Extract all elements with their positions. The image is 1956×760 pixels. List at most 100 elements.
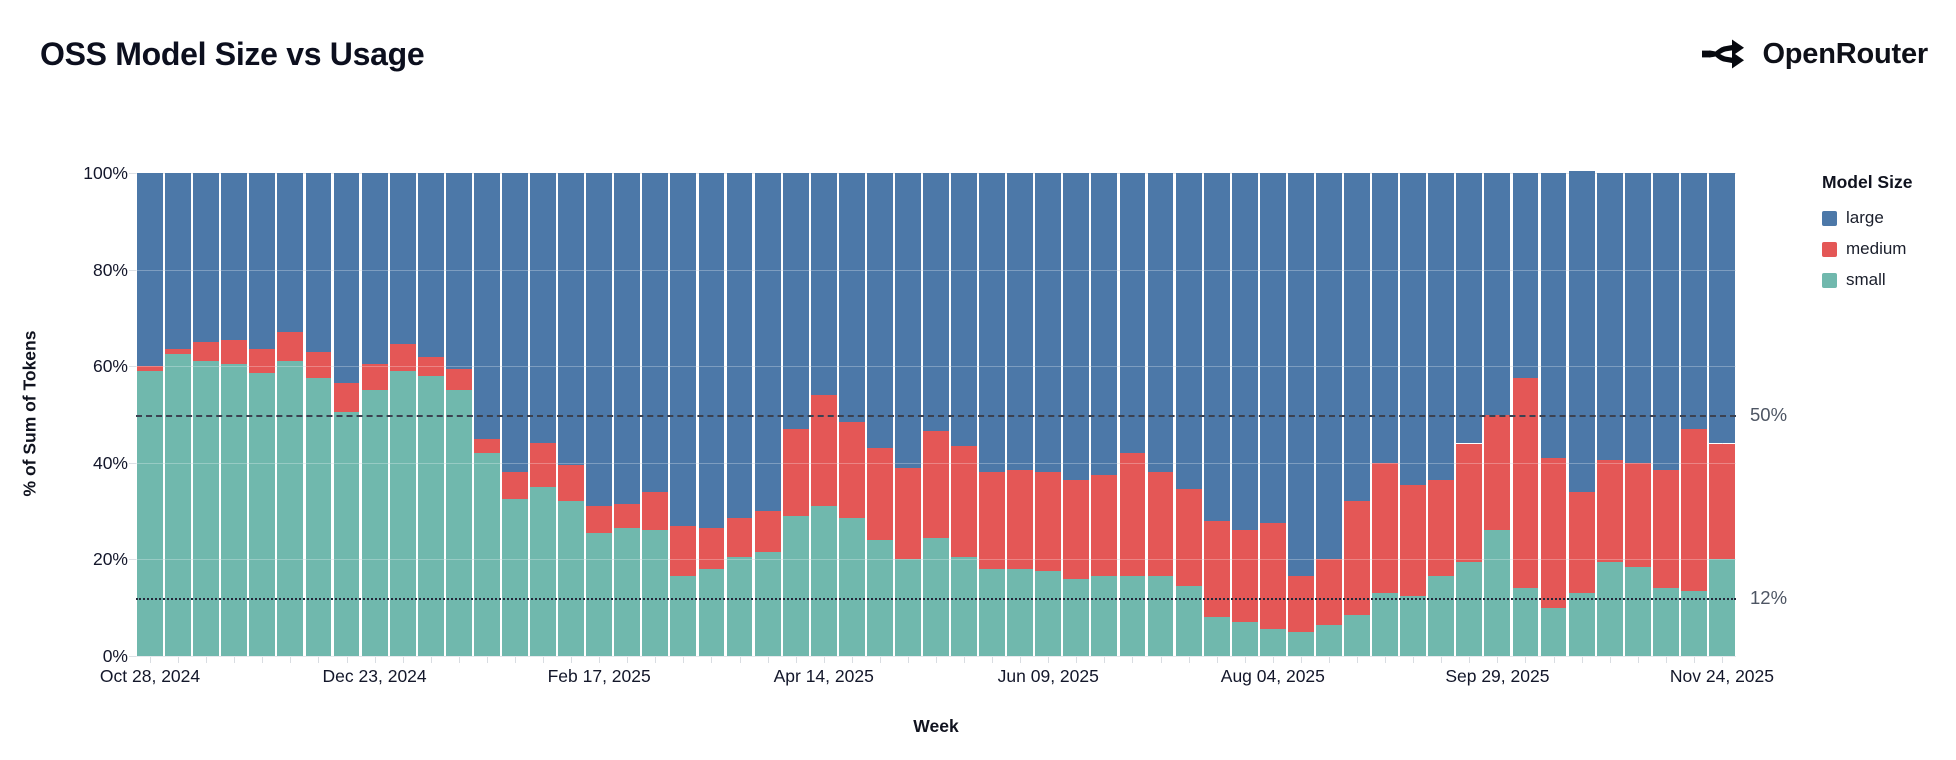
bar-segment-medium[interactable] bbox=[923, 431, 949, 538]
bar-segment-small[interactable] bbox=[1344, 614, 1370, 656]
bar-segment-small[interactable] bbox=[333, 412, 360, 656]
bar-segment-medium[interactable] bbox=[1231, 530, 1258, 623]
bar-segment-medium[interactable] bbox=[782, 429, 809, 516]
bar-segment-large[interactable] bbox=[1568, 170, 1595, 492]
bar-segment-medium[interactable] bbox=[193, 342, 220, 362]
bar-segment-medium[interactable] bbox=[951, 445, 977, 557]
bar-segment-small[interactable] bbox=[1147, 576, 1174, 656]
bar-segment-small[interactable] bbox=[923, 537, 949, 656]
bar-segment-small[interactable] bbox=[1568, 593, 1595, 656]
bar-segment-large[interactable] bbox=[361, 173, 388, 364]
bar-segment-small[interactable] bbox=[1091, 576, 1118, 656]
bar-segment-small[interactable] bbox=[698, 569, 725, 656]
bar-segment-large[interactable] bbox=[1540, 173, 1567, 458]
bar-segment-large[interactable] bbox=[1007, 173, 1034, 471]
bar-segment-medium[interactable] bbox=[1624, 462, 1651, 567]
bar-segment-small[interactable] bbox=[1596, 561, 1623, 656]
bar-segment-small[interactable] bbox=[389, 371, 416, 656]
bar-segment-small[interactable] bbox=[1231, 622, 1258, 656]
bar-segment-small[interactable] bbox=[838, 518, 865, 656]
bar-segment-small[interactable] bbox=[1316, 624, 1342, 656]
bar-segment-small[interactable] bbox=[1063, 578, 1090, 656]
bar-segment-medium[interactable] bbox=[1372, 462, 1399, 594]
bar-segment-large[interactable] bbox=[1175, 173, 1202, 490]
bar-segment-small[interactable] bbox=[558, 501, 584, 656]
bar-segment-medium[interactable] bbox=[1175, 489, 1202, 586]
bar-segment-large[interactable] bbox=[614, 173, 641, 504]
bar-segment-large[interactable] bbox=[530, 173, 556, 444]
bar-segment-medium[interactable] bbox=[642, 491, 669, 531]
legend-item-medium[interactable]: medium bbox=[1822, 239, 1912, 259]
bar-segment-medium[interactable] bbox=[1456, 443, 1483, 562]
bar-segment-large[interactable] bbox=[1512, 173, 1539, 379]
bar-segment-large[interactable] bbox=[305, 173, 332, 352]
bar-segment-small[interactable] bbox=[1372, 593, 1399, 656]
bar-segment-medium[interactable] bbox=[1540, 457, 1567, 608]
bar-segment-large[interactable] bbox=[1091, 173, 1118, 475]
bar-segment-large[interactable] bbox=[1372, 173, 1399, 463]
bar-segment-large[interactable] bbox=[417, 173, 444, 357]
bar-segment-small[interactable] bbox=[1203, 617, 1230, 656]
bar-segment-medium[interactable] bbox=[389, 344, 416, 372]
bar-segment-medium[interactable] bbox=[614, 503, 641, 529]
bar-segment-medium[interactable] bbox=[530, 443, 556, 487]
bar-segment-large[interactable] bbox=[558, 173, 584, 466]
bar-segment-large[interactable] bbox=[951, 173, 977, 446]
bar-segment-large[interactable] bbox=[1456, 173, 1483, 444]
bar-segment-medium[interactable] bbox=[698, 528, 725, 570]
bar-segment-medium[interactable] bbox=[726, 518, 753, 557]
bar-segment-small[interactable] bbox=[1287, 631, 1314, 656]
bar-segment-small[interactable] bbox=[473, 453, 500, 656]
bar-segment-medium[interactable] bbox=[277, 332, 304, 362]
bar-segment-medium[interactable] bbox=[165, 349, 192, 355]
bar-segment-large[interactable] bbox=[838, 173, 865, 422]
bar-segment-small[interactable] bbox=[1007, 569, 1034, 656]
bar-segment-small[interactable] bbox=[137, 371, 163, 656]
bar-segment-large[interactable] bbox=[277, 173, 304, 333]
bar-segment-medium[interactable] bbox=[1400, 484, 1427, 596]
legend-item-large[interactable]: large bbox=[1822, 208, 1912, 228]
bar-segment-medium[interactable] bbox=[1652, 470, 1679, 589]
bar-segment-medium[interactable] bbox=[979, 472, 1006, 570]
bar-segment-small[interactable] bbox=[165, 354, 192, 656]
bar-segment-large[interactable] bbox=[389, 173, 416, 345]
bar-segment-small[interactable] bbox=[1709, 559, 1735, 656]
bar-segment-small[interactable] bbox=[530, 486, 556, 656]
bar-segment-large[interactable] bbox=[333, 173, 360, 384]
bar-segment-medium[interactable] bbox=[1287, 576, 1314, 632]
bar-segment-large[interactable] bbox=[165, 173, 192, 350]
bar-segment-large[interactable] bbox=[810, 173, 837, 396]
bar-segment-small[interactable] bbox=[221, 363, 248, 656]
bar-segment-large[interactable] bbox=[445, 173, 472, 369]
bar-segment-medium[interactable] bbox=[1344, 501, 1370, 615]
bar-segment-large[interactable] bbox=[1344, 173, 1370, 502]
bar-segment-small[interactable] bbox=[1259, 629, 1286, 656]
bar-segment-medium[interactable] bbox=[417, 356, 444, 376]
bar-segment-small[interactable] bbox=[726, 557, 753, 656]
bar-segment-large[interactable] bbox=[1596, 173, 1623, 461]
bar-segment-medium[interactable] bbox=[249, 349, 276, 374]
bar-segment-small[interactable] bbox=[361, 390, 388, 656]
bar-segment-medium[interactable] bbox=[1119, 453, 1146, 577]
bar-segment-small[interactable] bbox=[586, 532, 613, 656]
bar-segment-medium[interactable] bbox=[1203, 520, 1230, 618]
bar-segment-medium[interactable] bbox=[305, 351, 332, 379]
bar-segment-medium[interactable] bbox=[1147, 472, 1174, 577]
bar-segment-medium[interactable] bbox=[1428, 479, 1455, 577]
bar-segment-medium[interactable] bbox=[1680, 429, 1707, 591]
bar-segment-small[interactable] bbox=[249, 373, 276, 656]
bar-segment-medium[interactable] bbox=[1596, 460, 1623, 562]
bar-segment-medium[interactable] bbox=[894, 467, 921, 560]
bar-segment-medium[interactable] bbox=[502, 472, 528, 500]
bar-segment-medium[interactable] bbox=[445, 368, 472, 391]
bar-segment-large[interactable] bbox=[221, 173, 248, 340]
bar-segment-medium[interactable] bbox=[866, 448, 893, 541]
bar-segment-large[interactable] bbox=[1035, 173, 1062, 473]
bar-segment-large[interactable] bbox=[1316, 173, 1342, 560]
bar-segment-small[interactable] bbox=[979, 569, 1006, 656]
bar-segment-small[interactable] bbox=[1400, 595, 1427, 656]
bar-segment-large[interactable] bbox=[249, 173, 276, 350]
bar-segment-large[interactable] bbox=[866, 173, 893, 449]
bar-segment-small[interactable] bbox=[1540, 607, 1567, 656]
bar-segment-large[interactable] bbox=[586, 173, 613, 507]
